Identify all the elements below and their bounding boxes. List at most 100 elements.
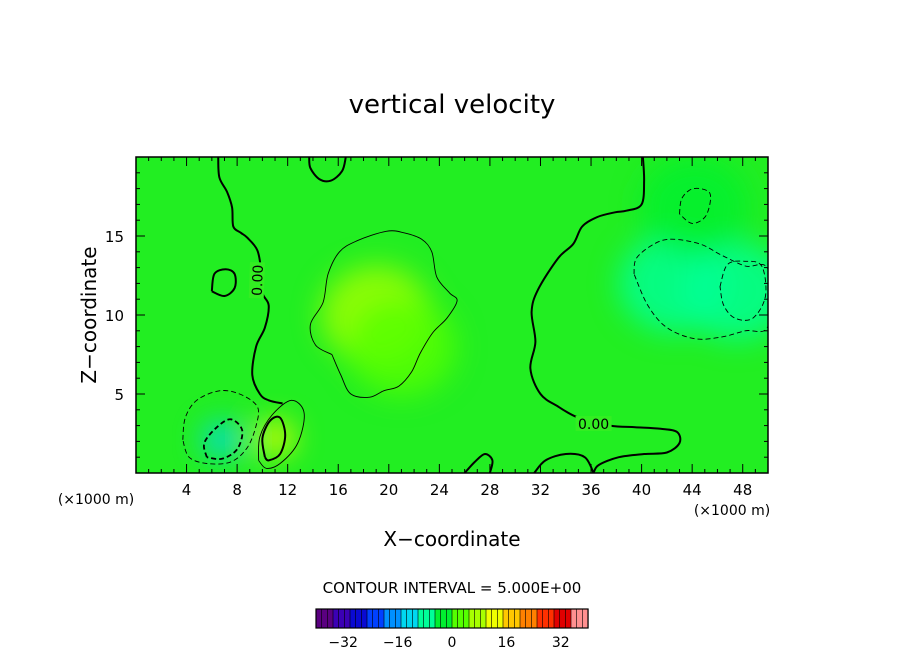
colorbar-cell [531,608,538,629]
colorbar-cell [389,608,396,629]
contour-label-text: 0.00 [578,417,609,433]
negative-contour-0 [182,390,260,465]
colorbar-cells [315,608,589,629]
y-axis-label: Z−coordinate [77,246,101,383]
x-tick-label: 20 [379,481,398,499]
colorbar-tick-label: 16 [497,635,515,651]
colorbar-cell [395,608,402,629]
positive-contour-0 [309,230,458,398]
chart-title: vertical velocity [349,90,556,120]
colorbar-cell [497,608,504,629]
colorbar-cell [332,608,340,629]
colorbar-cell [508,608,515,629]
negative-contour-4 [719,260,767,321]
colorbar-cell [576,608,583,629]
y-tick-label: 10 [105,307,124,325]
colorbar-cell [502,608,510,629]
negative-contour-3 [679,187,712,224]
contour-label-text: 0.00 [250,264,267,296]
x-tick-label: 4 [182,481,192,499]
colorbar-cell [480,608,487,629]
y-tick-label: 15 [105,228,124,246]
colorbar-cell [440,608,447,629]
x-tick-label: 36 [581,481,600,499]
colorbar-tick-label: −32 [328,635,358,651]
contour-labels: 0.00 0.00 [248,261,612,433]
field-highlight-3 [201,421,242,458]
colorbar-cell [406,608,413,629]
colorbar-cell [349,608,357,629]
zero-contour-1 [308,157,347,183]
colorbar-cell [315,608,323,629]
x-tick-label: 24 [430,481,449,499]
contour-label-1: 0.00 [575,416,612,433]
x-unit-label: (×1000 m) [694,503,770,519]
colorbar-cell [491,608,498,629]
colorbar-cell [519,608,527,629]
negative-contour-1 [203,418,244,461]
colorbar-cell [383,608,391,629]
colorbar: −32 −16 0 16 32 [315,608,589,651]
colorbar-cell [417,608,425,629]
colorbar-cell [338,608,345,629]
y-unit-label: (×1000 m) [58,492,134,508]
contour-label-bg [248,261,265,299]
colorbar-cell [451,608,459,629]
x-tick-label: 28 [480,481,499,499]
colorbar-cell [468,608,476,629]
colorbar-cell [570,608,578,629]
x-tick-label: 8 [232,481,242,499]
negative-contour-2 [633,238,768,340]
colorbar-cell [548,608,555,629]
colorbar-cell [457,608,464,629]
colorbar-cell [525,608,532,629]
colorbar-cell [366,608,374,629]
colorbar-cell [565,608,572,629]
field-highlight-6 [639,157,750,256]
colorbar-cell [514,608,521,629]
colorbar-tick-label: 0 [448,635,457,651]
x-axis-label: X−coordinate [383,527,520,551]
colorbar-cell [542,608,549,629]
contour-lines [182,157,768,473]
colorbar-cell [361,608,368,629]
colorbar-cell [327,608,334,629]
colorbar-frame [315,608,589,629]
x-tick-label: 48 [733,481,752,499]
colorbar-cell [446,608,453,629]
zero-contour-6 [261,415,287,462]
colorbar-cell [355,608,362,629]
colorbar-cell [412,608,419,629]
y-tick-label: 5 [114,386,124,404]
colorbar-cell [474,608,481,629]
positive-contour-1 [258,399,305,469]
x-tick-label: 40 [632,481,651,499]
zero-contour-5 [210,268,237,298]
colorbar-tick-label: 32 [552,635,570,651]
colorbar-cell [344,608,351,629]
field-highlight-1 [346,297,457,397]
field-shading [201,157,768,458]
colorbar-tick-label: −16 [383,635,413,651]
contour-label-bg [575,416,612,432]
colorbar-cell [321,608,328,629]
colorbar-cell [372,608,379,629]
colorbar-cell [423,608,430,629]
zero-contour-4 [533,452,595,473]
contour-interval-text: CONTOUR INTERVAL = 5.000E+00 [323,579,582,597]
colorbar-cell [378,608,385,629]
x-tick-label: 44 [683,481,702,499]
colorbar-cell [429,608,436,629]
colorbar-ticks: −32 −16 0 16 32 [328,635,569,651]
contour-label-0: 0.00 [248,261,267,299]
x-tick-label: 16 [329,481,348,499]
colorbar-cell [463,608,470,629]
field-highlight-2 [255,420,296,457]
x-tick-label: 12 [278,481,297,499]
colorbar-cell [434,608,442,629]
colorbar-cell [485,608,493,629]
colorbar-cell [553,608,561,629]
colorbar-cell [536,608,544,629]
